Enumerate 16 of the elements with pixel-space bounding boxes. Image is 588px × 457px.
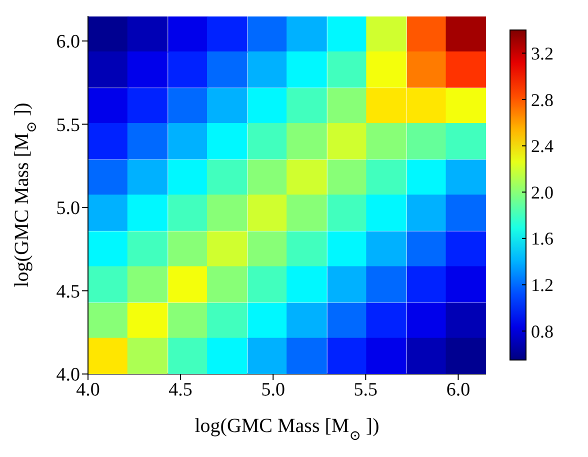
- x-tick-label: 5.0: [261, 379, 285, 400]
- color-bar-label: 1.2: [531, 275, 554, 296]
- y-tick-label: 4.5: [56, 281, 80, 302]
- x-tick-label: 6.0: [446, 379, 470, 400]
- x-axis-title: log(GMC Mass [M$_{⊙}$]): [194, 415, 380, 444]
- x-tick-label: 4.5: [168, 379, 192, 400]
- color-bar-label: 2.4: [531, 136, 554, 156]
- color-bar-label: 1.6: [531, 228, 554, 249]
- y-tick-label: 6.0: [56, 32, 80, 53]
- color-bar-label: 3.2: [531, 43, 554, 64]
- x-tick-label: 5.5: [354, 379, 378, 400]
- y-tick-label: 5.0: [56, 198, 80, 220]
- color-bar-label: 2.0: [531, 182, 554, 202]
- color-bar-label: 0.8: [531, 321, 554, 342]
- y-tick-label: 5.5: [56, 114, 80, 136]
- color-bar-label: 2.8: [531, 90, 554, 110]
